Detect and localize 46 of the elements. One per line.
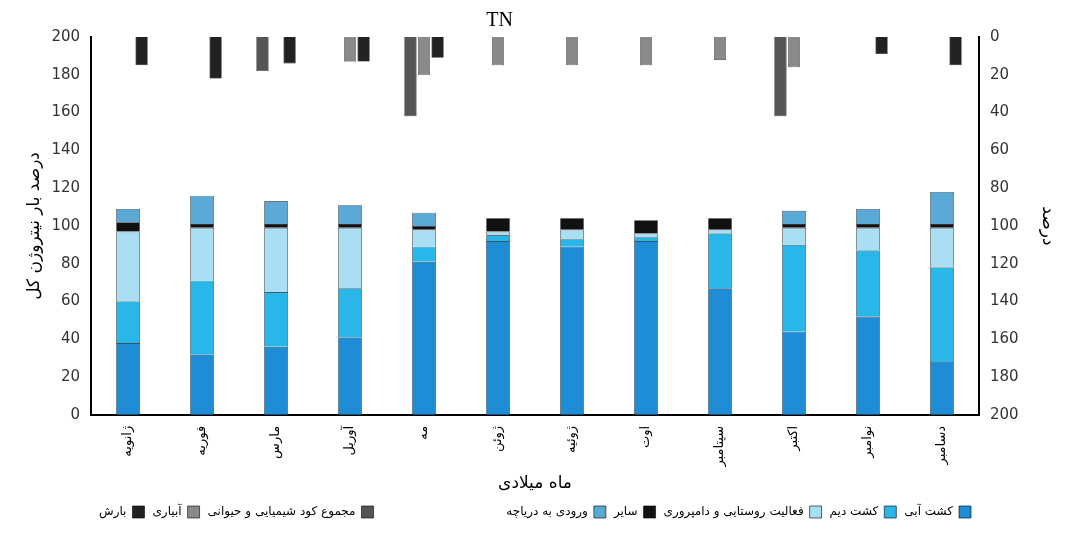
y-tick-label: 140 (990, 291, 1019, 310)
y-tick-label: 40 (60, 329, 81, 348)
y-tick-label: 160 (51, 102, 81, 121)
y-tick-label: 80 (60, 253, 81, 272)
y-tick-label: 40 (990, 102, 1010, 121)
x-axis-title: ماه میلادی (498, 472, 572, 493)
x-tick-label: ژوئن (489, 425, 506, 452)
y-axis-title: درصد (1039, 206, 1060, 246)
x-tick-label: مه (415, 425, 431, 440)
legend-label: سایر (612, 504, 638, 520)
y-tick-label: 80 (990, 178, 1010, 197)
legend-label: ورودی به دریاچه (506, 504, 588, 520)
y-tick-label: 120 (51, 178, 81, 197)
x-tick-label: آوریل (340, 424, 358, 456)
y-tick-label: 60 (60, 291, 81, 310)
legend-label: آبیاری (152, 503, 183, 520)
legend-label: کشت دیم (829, 504, 879, 519)
y-tick-label: 20 (990, 64, 1010, 83)
legend-label: مجموع کود شیمیایی و حیوانی (207, 504, 356, 520)
legend-label: کشت آبی (904, 503, 954, 519)
y-tick-label: 120 (990, 253, 1019, 272)
y-tick-label: 60 (990, 140, 1010, 159)
y-tick-label: 200 (990, 404, 1019, 423)
y-tick-label: 200 (51, 26, 81, 45)
y-axis-title: درصد بار نیتروژن کل (22, 152, 43, 300)
x-tick-label: اکتبر (785, 425, 802, 452)
legend-label: فعالیت روستایی و دامپروری (663, 504, 804, 520)
y-tick-label: 20 (60, 366, 81, 385)
y-tick-label: 0 (990, 26, 1000, 45)
x-tick-label: دسامبر (933, 425, 950, 466)
y-tick-label: 0 (70, 404, 81, 423)
y-tick-label: 100 (990, 215, 1019, 234)
x-tick-label: فوریه (193, 425, 210, 456)
x-tick-label: اوت (637, 425, 654, 448)
x-tick-label: ژوئیه (563, 425, 580, 453)
y-tick-label: 180 (990, 366, 1019, 385)
chart-title: TN (486, 8, 513, 31)
x-tick-label: نوامبر (859, 425, 876, 459)
y-tick-label: 140 (51, 140, 81, 159)
x-tick-label: سپتامبر (711, 425, 728, 468)
legend-label: بارش (99, 504, 127, 520)
y-tick-label: 180 (51, 64, 81, 83)
y-tick-label: 100 (51, 215, 81, 234)
y-tick-label: 160 (990, 329, 1019, 348)
x-tick-label: ژانویه (119, 425, 136, 457)
x-tick-label: مارس (267, 425, 284, 459)
